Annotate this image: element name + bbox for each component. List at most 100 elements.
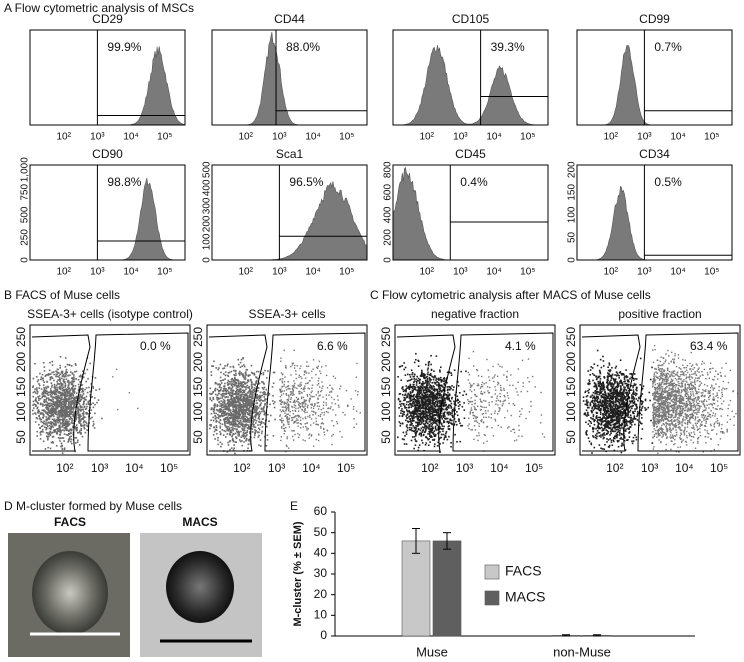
cell-dot xyxy=(457,385,460,387)
cell-dot xyxy=(425,384,428,387)
cell-dot xyxy=(83,426,85,429)
x-tick-label: 10⁵ xyxy=(157,132,172,143)
cell-dot xyxy=(37,410,40,412)
cell-dot xyxy=(415,433,417,436)
cell-dot xyxy=(289,414,291,417)
cell-dot xyxy=(74,436,77,439)
cell-dot xyxy=(287,394,290,396)
cell-dot xyxy=(411,373,413,376)
cell-dot xyxy=(305,382,307,385)
gate-percent: 98.8% xyxy=(107,175,141,189)
cell-dot xyxy=(69,411,72,413)
cell-dot xyxy=(456,440,458,443)
cell-dot xyxy=(66,390,69,393)
cell-dot xyxy=(228,380,230,383)
cell-dot xyxy=(210,408,213,411)
cell-dot xyxy=(223,399,226,402)
cell-dot xyxy=(432,396,435,399)
cell-dot xyxy=(319,413,322,416)
cell-dot xyxy=(77,396,80,399)
cell-dot xyxy=(434,382,437,385)
cell-dot xyxy=(84,431,87,434)
cell-dot xyxy=(238,435,240,437)
cell-dot xyxy=(330,396,333,399)
cell-dot xyxy=(407,387,410,389)
cell-dot xyxy=(411,387,414,389)
cell-dot xyxy=(90,409,93,412)
cell-dot xyxy=(238,432,240,435)
cell-dot xyxy=(59,428,61,431)
cell-dot xyxy=(72,385,74,388)
cell-dot xyxy=(440,416,443,418)
cell-dot xyxy=(85,380,88,383)
cell-dot xyxy=(65,368,68,371)
cell-dot xyxy=(62,420,65,423)
panel-e-label: E xyxy=(290,499,298,513)
cell-dot xyxy=(412,394,415,397)
cell-dot xyxy=(86,405,88,408)
cell-dot xyxy=(61,444,63,447)
cell-dot xyxy=(47,446,49,449)
cell-dot xyxy=(65,422,68,425)
cell-dot xyxy=(79,394,82,396)
cell-dot xyxy=(408,388,411,391)
cell-dot xyxy=(425,376,428,378)
cell-dot xyxy=(87,378,89,380)
cell-dot xyxy=(222,387,225,390)
cell-dot xyxy=(213,360,215,363)
cell-dot xyxy=(317,415,320,417)
cell-dot xyxy=(450,442,452,444)
cell-dot xyxy=(74,363,77,365)
cell-dot xyxy=(426,381,429,384)
cell-dot xyxy=(333,425,335,427)
cell-dot xyxy=(328,394,330,396)
cell-dot xyxy=(260,420,263,423)
cell-dot xyxy=(352,408,355,410)
cell-dot xyxy=(50,426,52,428)
cell-dot xyxy=(297,397,300,400)
cell-dot xyxy=(414,387,416,390)
cell-dot xyxy=(440,397,443,399)
cell-dot xyxy=(290,365,292,368)
cell-dot xyxy=(323,401,325,403)
cell-dot xyxy=(280,391,282,393)
cell-dot xyxy=(210,393,212,396)
cell-dot xyxy=(48,435,50,438)
cell-dot xyxy=(325,410,328,413)
cell-dot xyxy=(408,385,411,388)
cell-dot xyxy=(309,414,311,417)
cell-dot xyxy=(58,416,60,418)
cell-dot xyxy=(440,381,443,383)
cell-dot xyxy=(63,392,66,394)
cell-dot xyxy=(420,401,423,404)
cell-dot xyxy=(463,402,465,404)
cell-dot xyxy=(486,440,488,443)
cell-dot xyxy=(61,375,64,377)
cell-dot xyxy=(312,445,315,447)
cell-dot xyxy=(401,408,403,410)
cell-dot xyxy=(432,406,434,408)
cell-dot xyxy=(443,411,446,413)
cell-dot xyxy=(417,398,419,401)
cell-dot xyxy=(32,386,34,389)
cell-dot xyxy=(78,417,81,420)
cell-dot xyxy=(210,399,213,402)
cell-dot xyxy=(38,399,40,401)
cell-dot xyxy=(517,394,519,396)
cell-dot xyxy=(474,429,477,431)
cell-dot xyxy=(50,411,53,414)
cell-dot xyxy=(112,376,114,378)
cell-dot xyxy=(286,417,289,419)
cell-dot xyxy=(232,379,235,381)
cell-dot xyxy=(250,414,253,416)
cell-dot xyxy=(73,404,76,406)
cell-dot xyxy=(242,410,244,412)
cell-dot xyxy=(273,406,276,409)
cell-dot xyxy=(52,435,55,438)
cell-dot xyxy=(49,430,52,433)
cell-dot xyxy=(409,373,411,376)
cell-dot xyxy=(72,405,75,407)
cell-dot xyxy=(48,369,51,372)
x-tick-label: 10³ xyxy=(90,267,105,278)
cell-dot xyxy=(305,403,307,405)
